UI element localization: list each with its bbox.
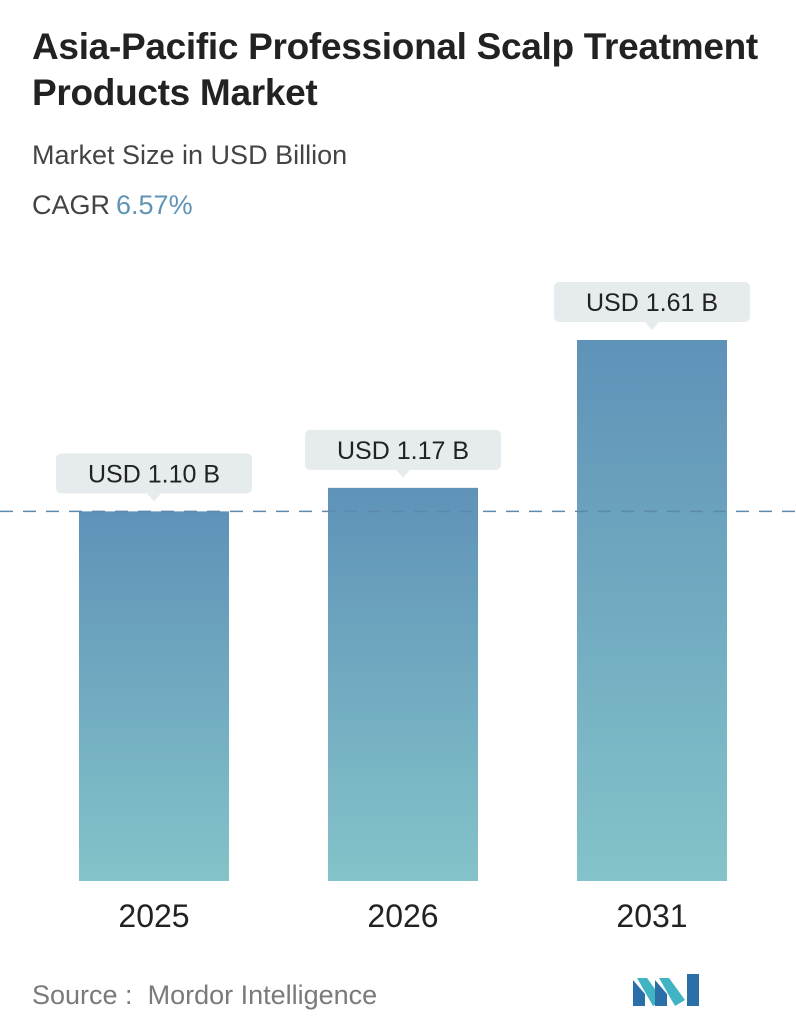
- callout-pointer: [645, 322, 659, 330]
- data-label-callout-2025: USD 1.10 B: [56, 453, 252, 502]
- data-label-2026: USD 1.17 B: [337, 437, 469, 465]
- chart-title: Asia-Pacific Professional Scalp Treatmen…: [32, 26, 758, 113]
- data-label-callout-2026: USD 1.17 B: [305, 429, 501, 478]
- source-name: Mordor Intelligence: [147, 980, 378, 1010]
- x-axis-labels: 2025 2026 2031: [118, 898, 687, 934]
- data-labels-group: USD 1.10 B USD 1.17 B USD 1.61 B: [56, 282, 750, 502]
- cagr-label: CAGR: [32, 190, 111, 220]
- bar-2026: [328, 487, 478, 881]
- bar-2031: [577, 340, 727, 881]
- source-line: Source : Mordor Intelligence: [32, 980, 377, 1011]
- callout-box: [56, 453, 252, 494]
- mordor-intelligence-logo-icon: [633, 974, 699, 1006]
- bar-2025: [79, 511, 229, 881]
- x-tick-label-2025: 2025: [118, 898, 189, 934]
- data-label-2031: USD 1.61 B: [586, 289, 718, 317]
- source-label: Source :: [32, 980, 133, 1010]
- x-tick-label-2026: 2026: [367, 898, 438, 934]
- callout-pointer: [147, 493, 161, 502]
- callout-box: [305, 429, 501, 470]
- bars-group: [79, 340, 727, 881]
- data-label-callout-2031: USD 1.61 B: [554, 282, 750, 330]
- data-label-2025: USD 1.10 B: [88, 460, 220, 488]
- callout-box: [554, 282, 750, 322]
- callout-pointer: [396, 469, 410, 478]
- cagr-value: 6.57%: [116, 190, 193, 220]
- x-tick-label-2031: 2031: [616, 898, 687, 934]
- cagr-line: CAGR 6.57%: [32, 190, 193, 221]
- chart-subtitle: Market Size in USD Billion: [32, 140, 348, 170]
